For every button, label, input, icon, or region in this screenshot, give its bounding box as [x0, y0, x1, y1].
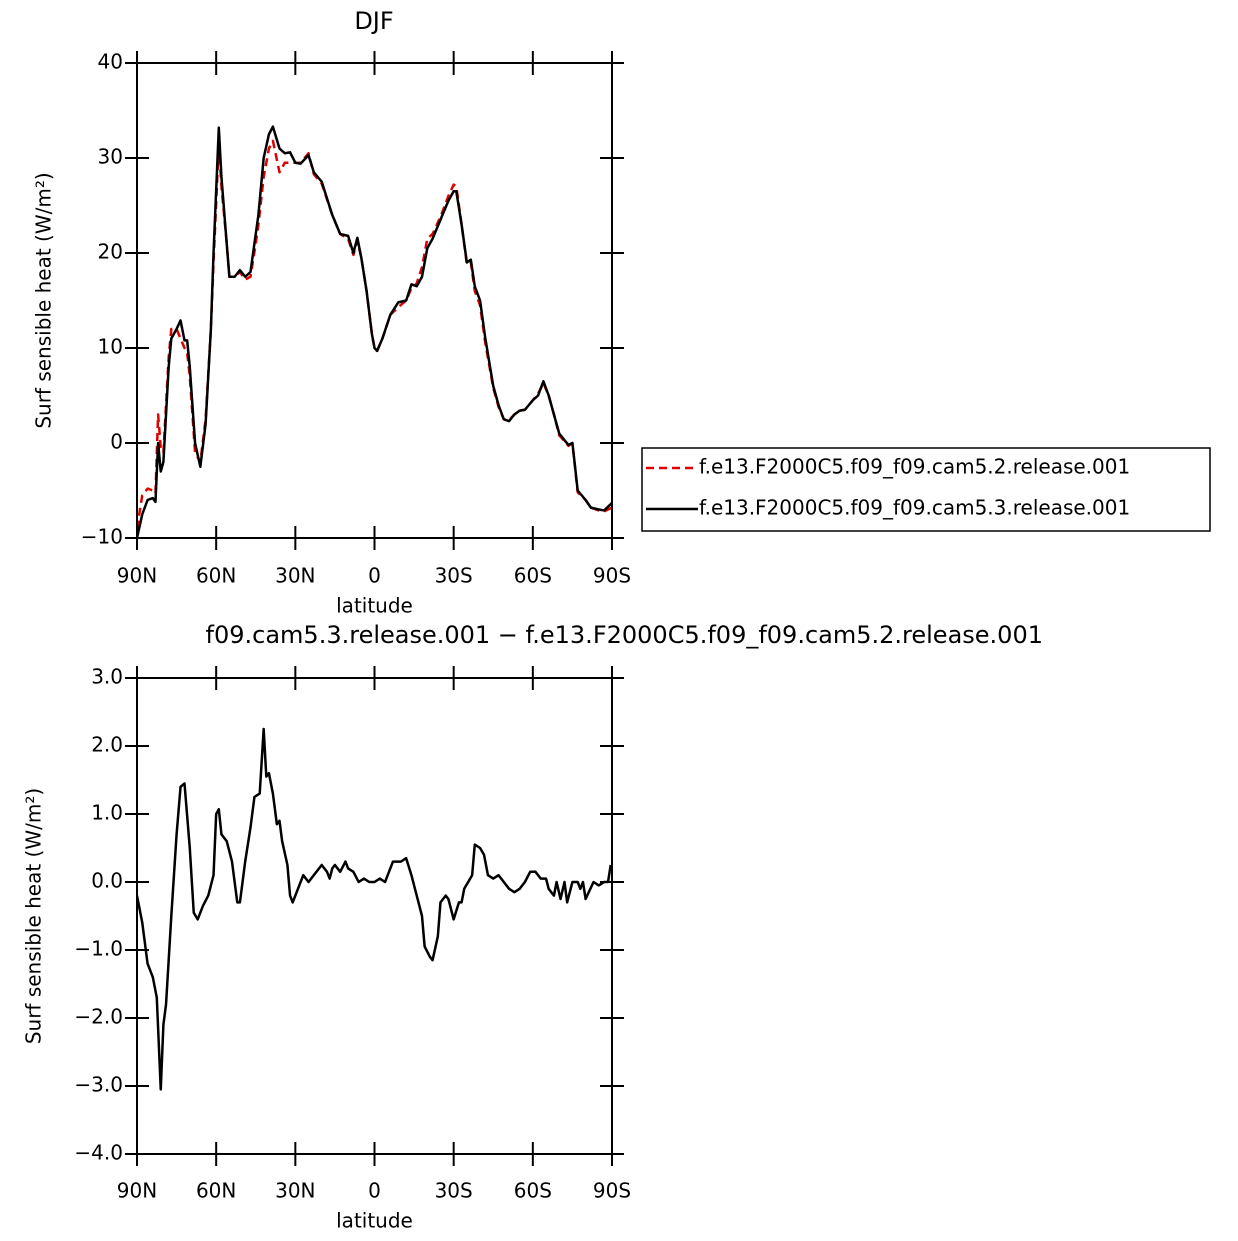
y-tick-label: 10 [98, 335, 123, 359]
x-tick-label: 60N [196, 1179, 236, 1203]
y-tick-label: 2.0 [91, 733, 123, 757]
y-axis-label: Surf sensible heat (W/m²) [22, 788, 46, 1044]
x-tick-label: 60N [196, 564, 236, 588]
x-axis-label: latitude [336, 594, 413, 618]
y-tick-label: −1.0 [74, 937, 123, 961]
y-tick-label: 0.0 [91, 869, 123, 893]
y-tick-label: 20 [98, 240, 123, 264]
x-tick-label: 0 [368, 564, 381, 588]
y-tick-label: 1.0 [91, 801, 123, 825]
legend-label: f.e13.F2000C5.f09_f09.cam5.2.release.001 [699, 455, 1130, 479]
y-tick-label: 0 [110, 430, 123, 454]
y-axis-label: Surf sensible heat (W/m²) [32, 172, 56, 428]
x-tick-label: 60S [514, 1179, 552, 1203]
y-tick-label: −2.0 [74, 1005, 123, 1029]
x-tick-label: 90N [117, 564, 157, 588]
x-tick-label: 30N [275, 1179, 315, 1203]
y-tick-label: 40 [98, 50, 123, 74]
x-tick-label: 90S [593, 564, 631, 588]
x-tick-label: 90S [593, 1179, 631, 1203]
y-tick-label: 3.0 [91, 665, 123, 689]
x-tick-label: 0 [368, 1179, 381, 1203]
legend-label: f.e13.F2000C5.f09_f09.cam5.3.release.001 [699, 496, 1130, 520]
x-tick-label: 90N [117, 1179, 157, 1203]
chart-title: f09.cam5.3.release.001 − f.e13.F2000C5.f… [206, 621, 1043, 649]
data-line [137, 139, 612, 529]
plot-frame [136, 677, 613, 1155]
legend-box [641, 447, 1211, 532]
y-tick-label: −3.0 [74, 1073, 123, 1097]
plot-frame [136, 62, 613, 539]
x-tick-label: 30S [435, 564, 473, 588]
chart-title: DJF [354, 7, 393, 35]
y-tick-label: 30 [98, 145, 123, 169]
data-line [137, 727, 612, 1091]
x-axis-label: latitude [336, 1209, 413, 1233]
y-tick-label: −10 [81, 525, 123, 549]
x-tick-label: 60S [514, 564, 552, 588]
data-line [137, 125, 612, 539]
x-tick-label: 30S [435, 1179, 473, 1203]
x-tick-label: 30N [275, 564, 315, 588]
y-tick-label: −4.0 [74, 1141, 123, 1165]
